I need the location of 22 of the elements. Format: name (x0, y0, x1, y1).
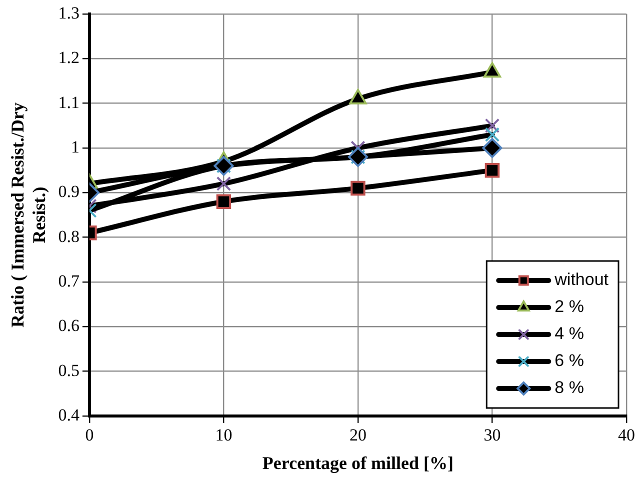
x-tick-label: 30 (484, 426, 501, 445)
legend-label: 6 % (554, 351, 584, 370)
y-tick-label: 0.6 (58, 316, 80, 336)
y-tick-label: 1.3 (58, 3, 80, 22)
y-tick-label: 0.9 (58, 182, 80, 202)
y-axis-title: Ratio ( Immersed Resist./Dry Resist.) (7, 102, 50, 328)
y-tick-label: 1.1 (58, 92, 80, 112)
legend-label: 4 % (554, 324, 584, 344)
legend-label: 8 % (554, 378, 584, 398)
y-tick-label: 0.7 (58, 271, 80, 290)
y-tick-label: 0.5 (58, 360, 80, 380)
x-tick-label: 10 (215, 426, 232, 445)
x-tick-label: 40 (618, 426, 635, 445)
x-tick-label: 20 (349, 426, 366, 445)
x-tick-label: 0 (85, 426, 94, 445)
legend-label: 2 % (554, 297, 584, 316)
y-tick-label: 0.4 (58, 405, 80, 424)
y-tick-label: 0.8 (58, 226, 80, 246)
legend-label: without (554, 270, 609, 290)
y-tick-label: 1 (70, 137, 80, 156)
x-axis-title: Percentage of milled [%] (262, 452, 454, 473)
y-tick-label: 1.2 (58, 48, 80, 68)
